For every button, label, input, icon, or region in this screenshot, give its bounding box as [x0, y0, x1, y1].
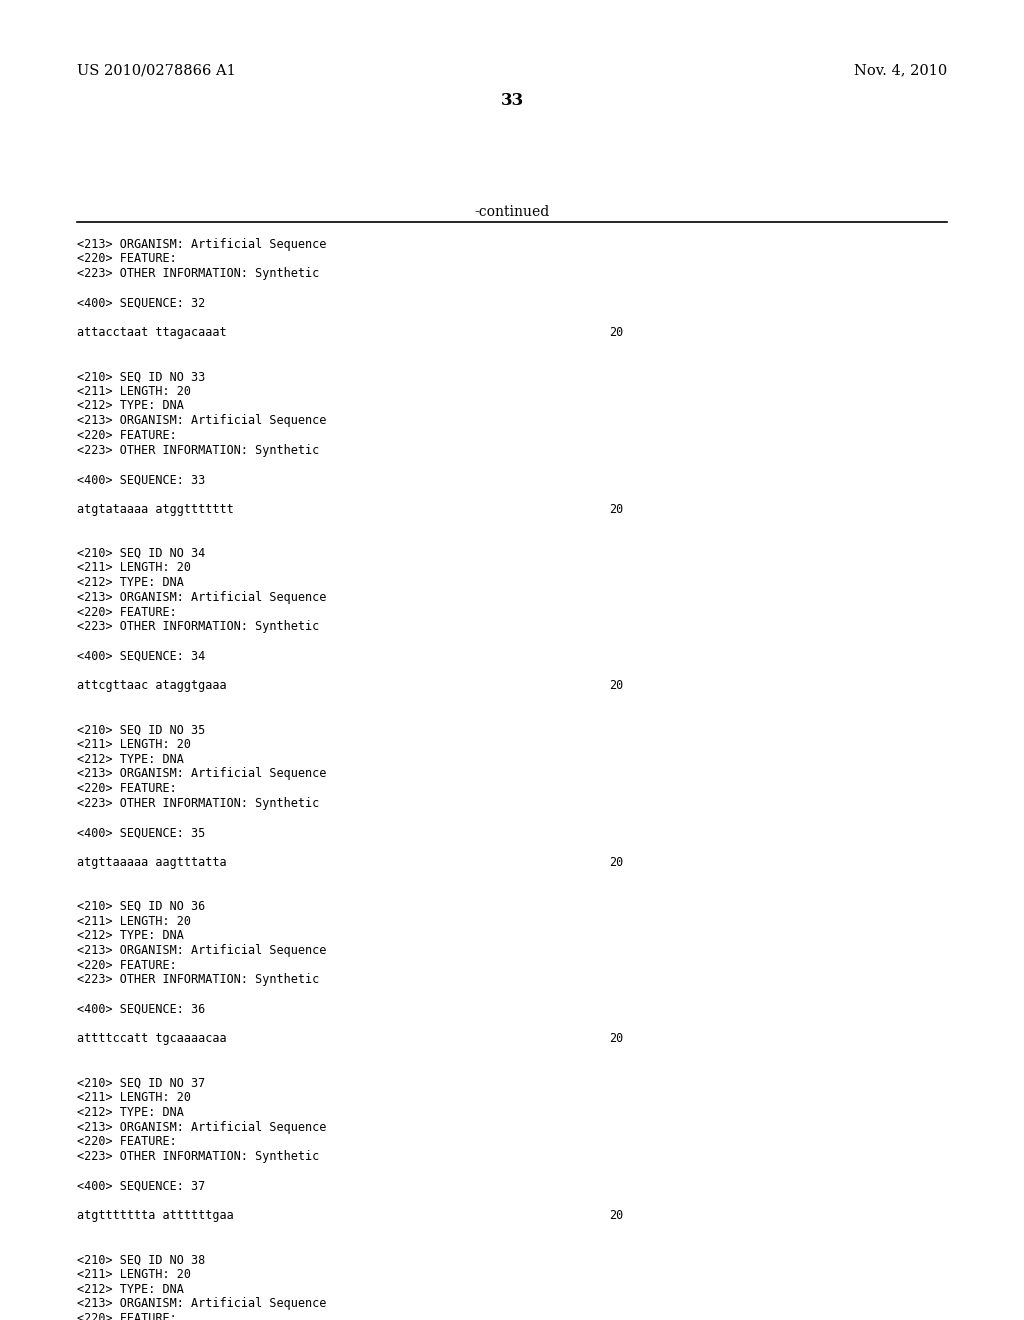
Text: attacctaat ttagacaaat: attacctaat ttagacaaat	[77, 326, 226, 339]
Text: <211> LENGTH: 20: <211> LENGTH: 20	[77, 1267, 190, 1280]
Text: <210> SEQ ID NO 36: <210> SEQ ID NO 36	[77, 900, 205, 913]
Text: 20: 20	[609, 855, 624, 869]
Text: -continued: -continued	[474, 205, 550, 219]
Text: <211> LENGTH: 20: <211> LENGTH: 20	[77, 1092, 190, 1105]
Text: <210> SEQ ID NO 38: <210> SEQ ID NO 38	[77, 1253, 205, 1266]
Text: Nov. 4, 2010: Nov. 4, 2010	[854, 63, 947, 78]
Text: <210> SEQ ID NO 33: <210> SEQ ID NO 33	[77, 370, 205, 383]
Text: <220> FEATURE:: <220> FEATURE:	[77, 1135, 176, 1148]
Text: <400> SEQUENCE: 37: <400> SEQUENCE: 37	[77, 1180, 205, 1192]
Text: <400> SEQUENCE: 36: <400> SEQUENCE: 36	[77, 1003, 205, 1016]
Text: <220> FEATURE:: <220> FEATURE:	[77, 1312, 176, 1320]
Text: <212> TYPE: DNA: <212> TYPE: DNA	[77, 929, 183, 942]
Text: US 2010/0278866 A1: US 2010/0278866 A1	[77, 63, 236, 78]
Text: <213> ORGANISM: Artificial Sequence: <213> ORGANISM: Artificial Sequence	[77, 767, 327, 780]
Text: atgttaaaaa aagtttatta: atgttaaaaa aagtttatta	[77, 855, 226, 869]
Text: <212> TYPE: DNA: <212> TYPE: DNA	[77, 1106, 183, 1119]
Text: 20: 20	[609, 326, 624, 339]
Text: <213> ORGANISM: Artificial Sequence: <213> ORGANISM: Artificial Sequence	[77, 414, 327, 428]
Text: <213> ORGANISM: Artificial Sequence: <213> ORGANISM: Artificial Sequence	[77, 238, 327, 251]
Text: <213> ORGANISM: Artificial Sequence: <213> ORGANISM: Artificial Sequence	[77, 1298, 327, 1311]
Text: <400> SEQUENCE: 33: <400> SEQUENCE: 33	[77, 473, 205, 486]
Text: atgtataaaa atggttttttt: atgtataaaa atggttttttt	[77, 503, 233, 516]
Text: <400> SEQUENCE: 32: <400> SEQUENCE: 32	[77, 297, 205, 309]
Text: <223> OTHER INFORMATION: Synthetic: <223> OTHER INFORMATION: Synthetic	[77, 444, 319, 457]
Text: <211> LENGTH: 20: <211> LENGTH: 20	[77, 738, 190, 751]
Text: <212> TYPE: DNA: <212> TYPE: DNA	[77, 576, 183, 589]
Text: <400> SEQUENCE: 35: <400> SEQUENCE: 35	[77, 826, 205, 840]
Text: <211> LENGTH: 20: <211> LENGTH: 20	[77, 915, 190, 928]
Text: <211> LENGTH: 20: <211> LENGTH: 20	[77, 561, 190, 574]
Text: <400> SEQUENCE: 34: <400> SEQUENCE: 34	[77, 649, 205, 663]
Text: <220> FEATURE:: <220> FEATURE:	[77, 429, 176, 442]
Text: <212> TYPE: DNA: <212> TYPE: DNA	[77, 752, 183, 766]
Text: <220> FEATURE:: <220> FEATURE:	[77, 783, 176, 795]
Text: attttccatt tgcaaaacaa: attttccatt tgcaaaacaa	[77, 1032, 226, 1045]
Text: <210> SEQ ID NO 37: <210> SEQ ID NO 37	[77, 1077, 205, 1089]
Text: <223> OTHER INFORMATION: Synthetic: <223> OTHER INFORMATION: Synthetic	[77, 620, 319, 634]
Text: <210> SEQ ID NO 34: <210> SEQ ID NO 34	[77, 546, 205, 560]
Text: <220> FEATURE:: <220> FEATURE:	[77, 958, 176, 972]
Text: 20: 20	[609, 503, 624, 516]
Text: 20: 20	[609, 678, 624, 692]
Text: <212> TYPE: DNA: <212> TYPE: DNA	[77, 1283, 183, 1295]
Text: <223> OTHER INFORMATION: Synthetic: <223> OTHER INFORMATION: Synthetic	[77, 973, 319, 986]
Text: attcgttaac ataggtgaaa: attcgttaac ataggtgaaa	[77, 678, 226, 692]
Text: 33: 33	[501, 92, 523, 110]
Text: <220> FEATURE:: <220> FEATURE:	[77, 252, 176, 265]
Text: <223> OTHER INFORMATION: Synthetic: <223> OTHER INFORMATION: Synthetic	[77, 797, 319, 810]
Text: <223> OTHER INFORMATION: Synthetic: <223> OTHER INFORMATION: Synthetic	[77, 267, 319, 280]
Text: <213> ORGANISM: Artificial Sequence: <213> ORGANISM: Artificial Sequence	[77, 1121, 327, 1134]
Text: <220> FEATURE:: <220> FEATURE:	[77, 606, 176, 619]
Text: <210> SEQ ID NO 35: <210> SEQ ID NO 35	[77, 723, 205, 737]
Text: <213> ORGANISM: Artificial Sequence: <213> ORGANISM: Artificial Sequence	[77, 591, 327, 603]
Text: <213> ORGANISM: Artificial Sequence: <213> ORGANISM: Artificial Sequence	[77, 944, 327, 957]
Text: 20: 20	[609, 1209, 624, 1222]
Text: <211> LENGTH: 20: <211> LENGTH: 20	[77, 385, 190, 397]
Text: atgttttttta attttttgaa: atgttttttta attttttgaa	[77, 1209, 233, 1222]
Text: <223> OTHER INFORMATION: Synthetic: <223> OTHER INFORMATION: Synthetic	[77, 1150, 319, 1163]
Text: 20: 20	[609, 1032, 624, 1045]
Text: <212> TYPE: DNA: <212> TYPE: DNA	[77, 400, 183, 412]
